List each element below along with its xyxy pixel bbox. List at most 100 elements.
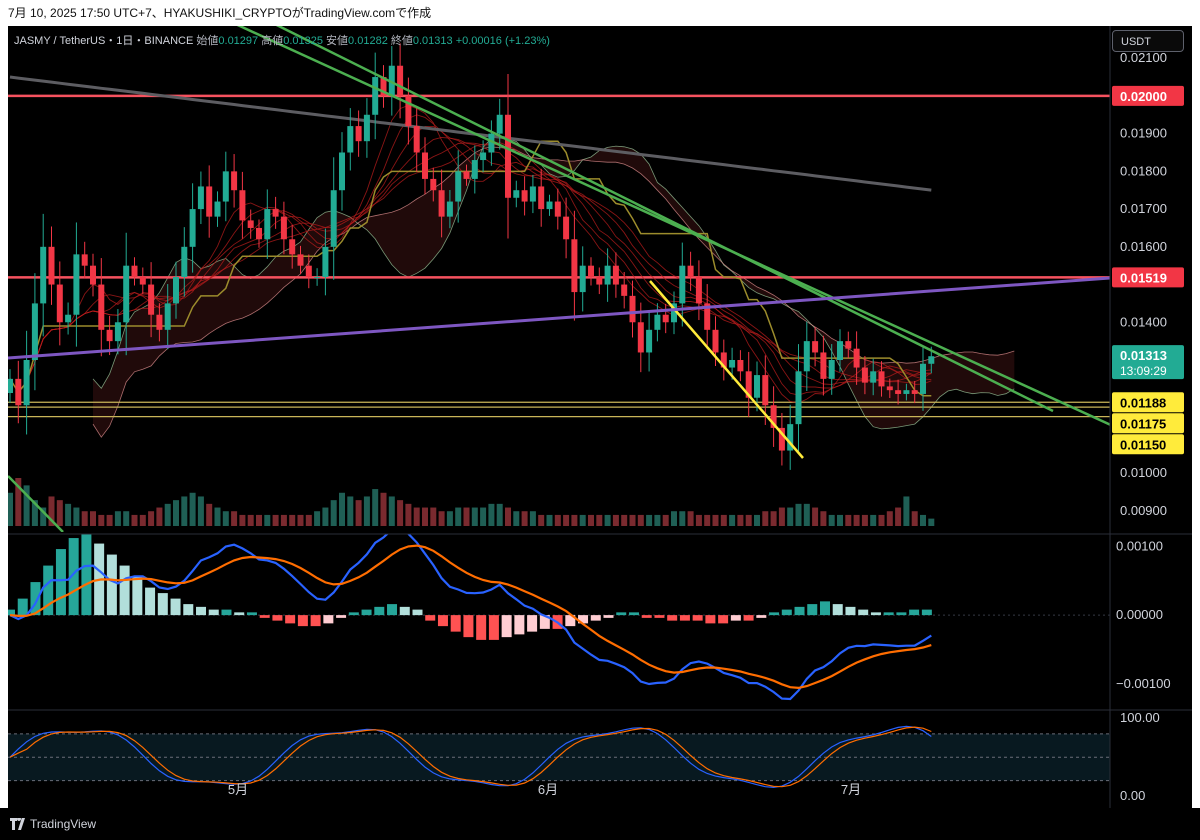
candle-body [770,405,777,428]
candle-body [90,265,96,285]
macd-histogram-bar [259,615,270,618]
candle-body [98,284,105,330]
volume-bar [787,507,794,526]
macd-histogram-bar [667,615,678,621]
time-axis-tick-label: 7月 [841,782,861,797]
volume-bar [679,511,686,526]
candle-body [48,246,55,285]
candle-body [181,246,188,277]
macd-histogram-bar [539,615,550,629]
volume-bar [23,485,30,526]
currency-button[interactable]: USDT [1112,30,1184,52]
symbol-legend: JASMY / TetherUS・1日・BINANCE 始値0.01297 高値… [14,32,550,48]
volume-bar [65,503,72,526]
candle-body [745,371,752,398]
candle-body [480,152,487,161]
time-axis-tick-label: 6月 [538,782,558,797]
volume-bar [15,478,22,526]
candle-body [156,314,163,330]
volume-bar [538,514,545,526]
candle-body [654,314,661,330]
price-axis-tick-label: 0.01800 [1120,163,1167,178]
candle-body [729,360,736,368]
volume-bar [770,511,777,526]
macd-histogram-bar [781,609,792,616]
long-moving-average [9,75,932,192]
stoch-axis-tick-label: 100.00 [1120,710,1160,725]
candle-body [164,303,171,330]
volume-bar [355,500,362,526]
volume-bar [347,496,354,526]
volume-bar [588,514,594,526]
candle-body [521,190,528,202]
candle-body [422,152,428,179]
volume-bar [164,503,171,526]
macd-histogram-bar [488,615,499,640]
volume-bar [181,496,188,526]
volume-bar [173,500,179,526]
candle-body [363,114,370,142]
price-axis-tick-label: 0.00900 [1120,503,1167,518]
volume-bar [704,514,711,526]
candle-body [455,171,462,202]
volume-bar [920,514,926,526]
candle-body [413,126,420,153]
volume-bar [40,507,47,526]
macd-axis-tick-label: −0.00100 [1116,676,1171,691]
macd-histogram-bar [323,615,334,624]
candle-body [405,95,412,127]
volume-bar [853,514,860,526]
candle-body [15,378,22,406]
volume-bar [903,496,910,526]
candle-body [812,341,819,353]
volume-bar [870,514,877,526]
macd-histogram-bar [183,604,194,616]
price-tag-label: 0.01150 [1120,437,1166,452]
candle-body [239,190,246,221]
candle-body [762,375,769,406]
candle-body [546,201,553,210]
macd-histogram-bar [616,612,627,616]
macd-histogram-bar [578,615,589,624]
candle-body [81,254,88,266]
legend-close: 0.01313 [412,35,453,47]
candle-body [679,265,686,304]
candle-body [579,265,586,293]
macd-histogram-bar [845,606,856,616]
candle-body [895,390,902,394]
volume-bar [114,511,121,526]
candle-body [372,77,379,115]
volume-bar [206,503,213,526]
candle-body [571,239,578,293]
candle-body [173,277,179,304]
candle-body [23,360,30,406]
candle-body [40,246,47,304]
candle-body [928,356,935,364]
legend-symbol[interactable]: JASMY / TetherUS・1日・BINANCE [14,35,194,47]
volume-bar [222,511,229,526]
time-axis-tick-label: 5月 [228,782,248,797]
volume-bar [422,507,428,526]
volume-bar [480,507,487,526]
volume-bar [911,511,918,526]
tradingview-logo-icon[interactable] [10,818,26,830]
macd-histogram-bar [679,615,690,621]
macd-histogram-bar [208,609,219,616]
volume-bar [247,514,254,526]
macd-histogram-bar [870,612,881,616]
macd-histogram-bar [883,612,894,616]
candle-body [646,329,653,353]
macd-histogram-bar [628,612,639,616]
candle-body [73,254,80,315]
volume-bar [546,514,553,526]
legend-low-label: 安値 [326,35,349,47]
trend-line-purple [8,276,1110,360]
volume-bar [778,507,785,526]
footer-brand[interactable]: TradingView [30,817,97,831]
candle-body [870,371,877,383]
macd-histogram-bar [590,615,601,621]
candle-body [31,303,38,360]
volume-bar [513,511,520,526]
chart-svg[interactable]: 0.02100 0.01900 0.01800 0.01700 0.01600 0.014… [8,26,1192,808]
volume-bar [297,514,304,526]
